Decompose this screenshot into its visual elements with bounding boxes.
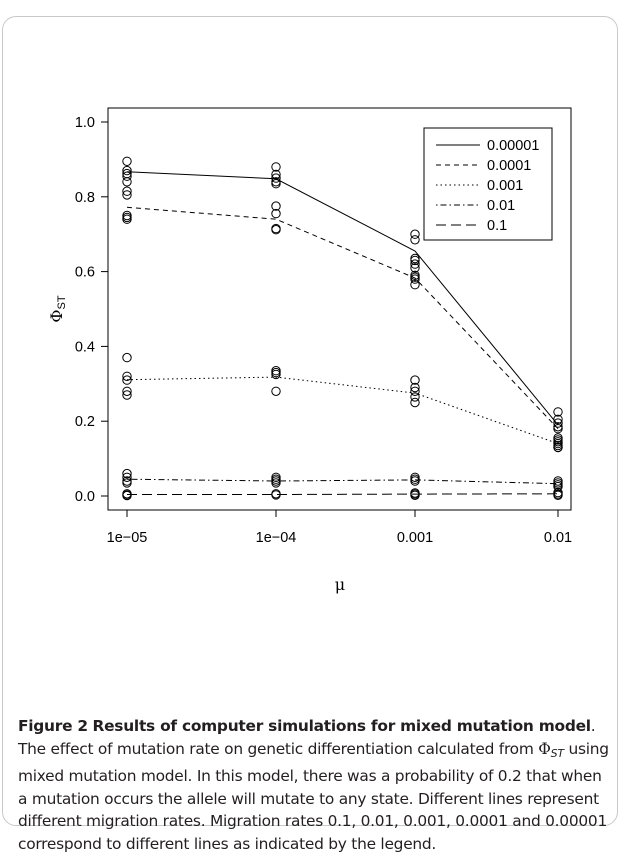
series-line-0.0001 (126, 206, 559, 430)
data-point (271, 173, 281, 183)
series-line-0.001 (126, 376, 559, 445)
data-point (271, 225, 281, 235)
legend-label: 0.00001 (487, 138, 539, 154)
data-point (410, 490, 420, 500)
data-point (410, 280, 420, 290)
data-point (271, 367, 281, 378)
data-point (410, 382, 420, 393)
data-point (122, 375, 132, 385)
data-point (122, 490, 132, 501)
caption-title: Results of computer simulations for mixe… (92, 717, 592, 735)
figure-caption: Figure 2 Results of computer simulations… (18, 715, 610, 855)
data-point (410, 274, 420, 284)
data-point (410, 229, 420, 239)
data-point (553, 438, 563, 449)
data-point (122, 390, 132, 400)
chart-legend: 0.00001 0.0001 0.001 0.01 0.1 (423, 127, 553, 241)
x-tick-label: 0.01 (544, 530, 572, 546)
x-tick-label: 0.001 (397, 530, 433, 546)
y-tick-label: 0.0 (75, 489, 95, 505)
data-point (271, 474, 281, 484)
data-point (410, 235, 420, 245)
y-axis-title: ΦST (47, 295, 68, 322)
data-point (410, 386, 420, 396)
legend-box (423, 127, 553, 241)
data-point (271, 478, 281, 488)
legend-label: 0.01 (487, 198, 515, 214)
data-point (122, 386, 132, 396)
legend-label: 0.1 (487, 218, 507, 234)
data-point (122, 352, 132, 363)
x-axis-title: μ (335, 575, 345, 594)
data-point (271, 208, 281, 219)
data-point (271, 366, 281, 376)
y-tick-label: 0.4 (75, 339, 95, 355)
data-point (410, 375, 420, 385)
series-line-0.1 (127, 493, 559, 495)
data-point (271, 179, 281, 189)
data-point (122, 210, 132, 221)
data-point (122, 186, 132, 196)
data-point (271, 169, 281, 180)
chart-axes: 0.0 0.2 0.4 0.6 0.8 1.0 1e−05 1e−04 0.001 0.01 μ ΦS… (47, 107, 572, 594)
data-point (122, 212, 132, 223)
data-point (122, 472, 132, 482)
data-point (122, 214, 132, 224)
data-point (553, 407, 563, 417)
data-point (271, 162, 281, 172)
caption-phi-symbol: Φ (538, 739, 551, 758)
data-point (553, 418, 563, 428)
data-point (271, 386, 281, 396)
y-tick-label: 0.8 (75, 190, 95, 206)
data-point (553, 424, 563, 434)
data-point (553, 414, 563, 424)
data-point (553, 490, 563, 500)
caption-text-1: . The effect of mutation rate on genetic… (18, 717, 596, 758)
data-point (410, 263, 420, 273)
data-point (553, 442, 563, 453)
data-point (122, 171, 132, 181)
y-tick-label: 0.6 (75, 265, 95, 281)
x-tick-label: 1e−04 (256, 530, 297, 546)
series-line-0.01 (126, 478, 559, 485)
data-point (410, 392, 420, 402)
data-point (410, 397, 420, 408)
data-point (122, 156, 132, 167)
legend-label: 0.0001 (487, 158, 531, 174)
x-tick-label: 1e−05 (107, 530, 148, 546)
series-line-0.00001 (126, 171, 559, 426)
chart-lines (126, 171, 559, 495)
data-point (410, 474, 420, 484)
chart-plot: 0.0 0.2 0.4 0.6 0.8 1.0 1e−05 1e−04 0.001 0.01 μ ΦS… (47, 107, 572, 594)
y-tick-label: 0.2 (75, 414, 95, 430)
chart-points (122, 156, 563, 501)
y-tick-label: 1.0 (75, 115, 95, 131)
caption-label: Figure 2 (18, 717, 88, 735)
data-point (271, 201, 281, 211)
data-point (122, 177, 132, 187)
y-axis-title-main: Φ (47, 309, 66, 322)
data-point (122, 190, 132, 200)
caption-phi-subscript: ST (550, 746, 564, 760)
data-point (410, 255, 420, 266)
data-point (410, 476, 420, 486)
data-point (410, 259, 420, 269)
data-point (122, 165, 132, 176)
data-point (271, 369, 281, 380)
data-point (271, 490, 281, 500)
data-point (122, 468, 132, 479)
legend-label: 0.001 (487, 178, 523, 194)
data-point (122, 371, 132, 381)
data-point (122, 478, 132, 488)
data-point (553, 435, 563, 445)
y-axis-title-sub: ST (56, 295, 68, 309)
plot-frame (107, 107, 572, 511)
